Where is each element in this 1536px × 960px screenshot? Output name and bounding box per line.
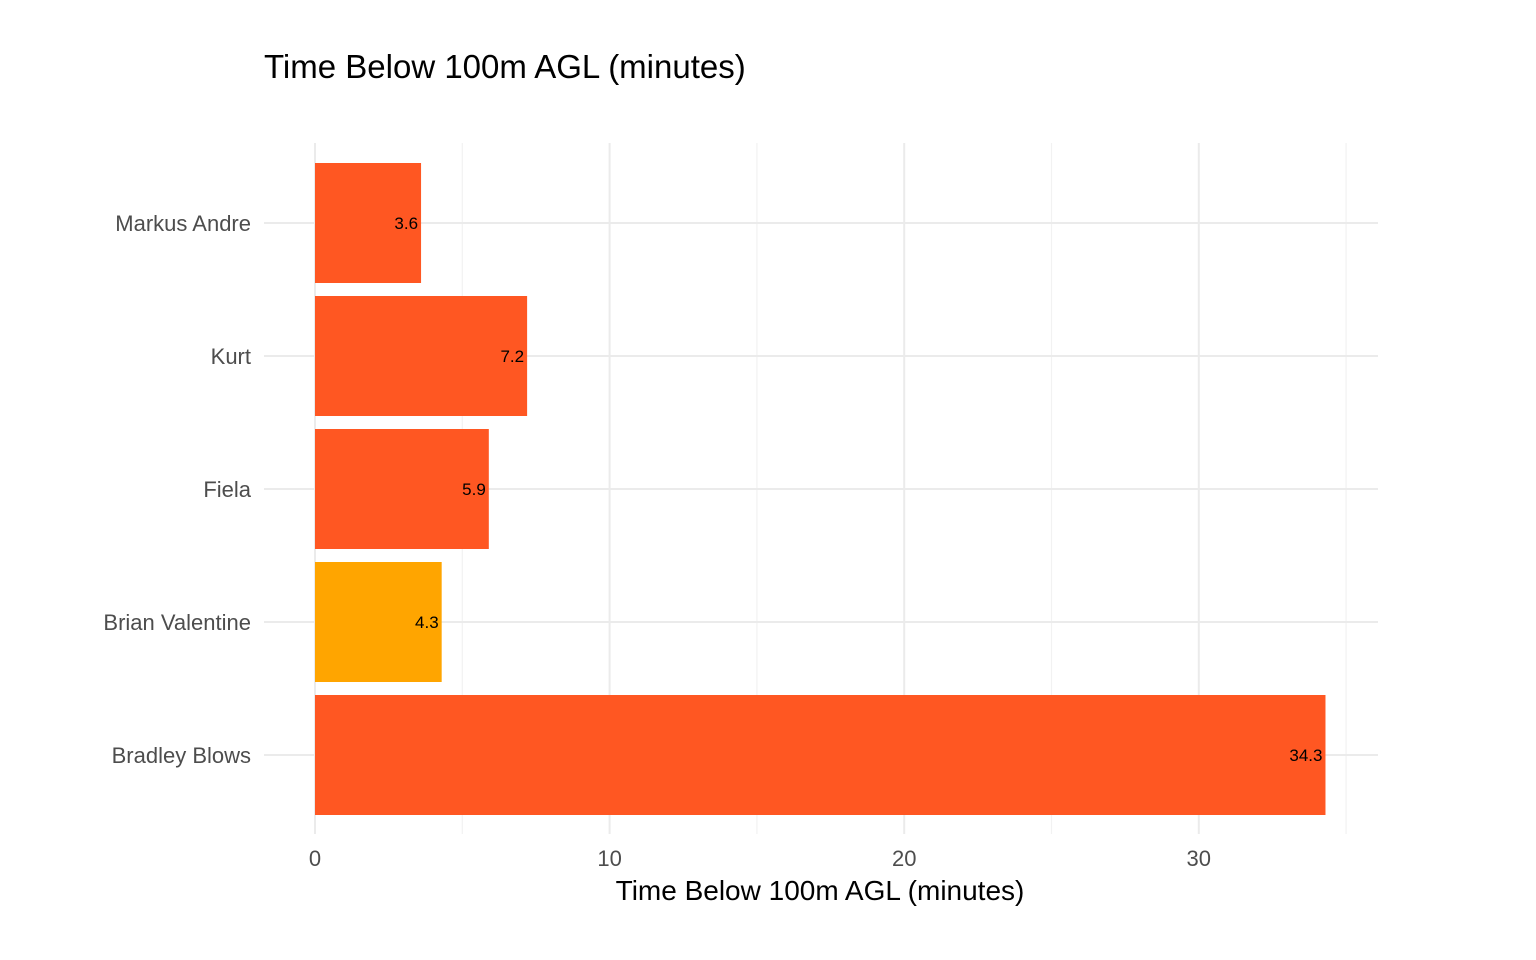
bar-value-label: 3.6	[394, 214, 418, 233]
category-label: Brian Valentine	[103, 610, 251, 635]
category-label: Bradley Blows	[112, 743, 251, 768]
category-label: Kurt	[211, 344, 251, 369]
x-axis-title: Time Below 100m AGL (minutes)	[616, 875, 1025, 906]
category-label: Fiela	[203, 477, 251, 502]
x-tick-labels: 0 10 20 30	[309, 846, 1211, 871]
category-labels: Markus Andre Kurt Fiela Brian Valentine Brad…	[103, 211, 251, 768]
x-tick-label: 10	[597, 846, 621, 871]
value-labels: 3.6 7.2 5.9 4.3 34.3	[394, 214, 1322, 765]
bar	[315, 296, 528, 416]
bar	[315, 163, 422, 283]
x-tick-label: 0	[309, 846, 321, 871]
category-label: Markus Andre	[115, 211, 251, 236]
x-tick-label: 20	[892, 846, 916, 871]
bar	[315, 562, 442, 682]
bar	[315, 695, 1326, 815]
bar	[315, 429, 489, 549]
x-tick-label: 30	[1187, 846, 1211, 871]
bar-value-label: 7.2	[500, 347, 524, 366]
bar-value-label: 4.3	[415, 613, 439, 632]
bars	[315, 163, 1326, 815]
chart-title: Time Below 100m AGL (minutes)	[264, 48, 746, 85]
bar-value-label: 5.9	[462, 480, 486, 499]
bar-value-label: 34.3	[1289, 746, 1322, 765]
